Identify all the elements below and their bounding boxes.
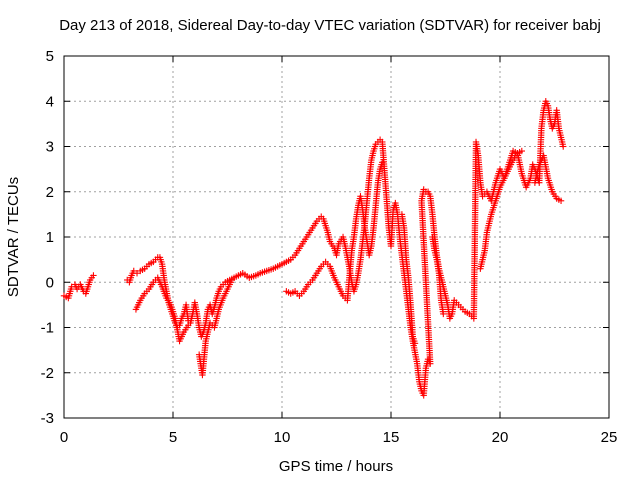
data-point — [228, 276, 236, 284]
y-tick-label: -3 — [41, 410, 54, 427]
gridlines — [64, 56, 609, 418]
x-tick-label: 10 — [274, 429, 291, 446]
data-point — [518, 147, 525, 155]
x-tick-label: 25 — [601, 429, 618, 446]
x-tick-label: 0 — [60, 429, 68, 446]
x-tick-label: 5 — [169, 429, 177, 446]
data-point — [90, 272, 97, 279]
y-tick-label: -1 — [41, 320, 54, 337]
y-tick-label: 3 — [46, 139, 54, 156]
y-tick-label: 0 — [46, 274, 54, 291]
data-point — [130, 267, 137, 275]
data-point — [411, 340, 419, 347]
data-point — [185, 322, 192, 329]
chart-title: Day 213 of 2018, Sidereal Day-to-day VTE… — [59, 17, 601, 34]
x-axis-label: GPS time / hours — [279, 458, 393, 475]
data-point — [557, 197, 565, 204]
data-point — [133, 270, 141, 277]
y-axis-label: SDTVAR / TECUs — [5, 177, 22, 297]
data-marks — [60, 98, 567, 399]
x-tick-label: 20 — [492, 429, 509, 446]
axis-ticks — [63, 55, 610, 419]
y-tick-label: 5 — [46, 48, 54, 65]
data-point — [560, 143, 567, 150]
data-point — [440, 310, 447, 318]
y-tick-label: 1 — [46, 229, 54, 246]
y-tick-label: 2 — [46, 184, 54, 201]
y-tick-label: 4 — [46, 93, 54, 110]
y-tick-label: -2 — [41, 365, 54, 382]
data-point — [379, 159, 386, 166]
x-tick-label: 15 — [383, 429, 400, 446]
